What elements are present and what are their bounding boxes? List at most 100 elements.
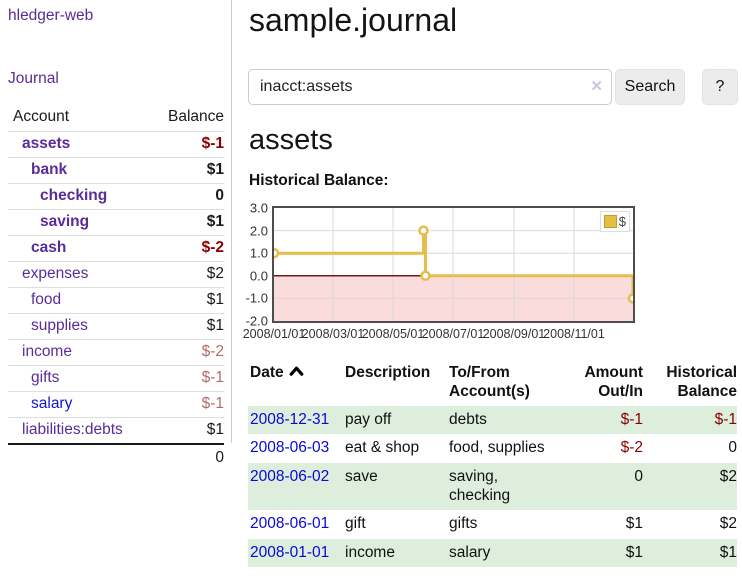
chart-title: Historical Balance: (249, 172, 389, 189)
transaction-amount: $-2 (620, 439, 643, 457)
account-balance: $2 (149, 261, 224, 288)
account-link-saving[interactable]: saving (40, 213, 90, 230)
account-row: salary $-1 (8, 391, 224, 418)
account-row: saving $1 (8, 209, 224, 236)
register-row: 2008-01-01 income salary $1 $1 (248, 538, 737, 567)
transaction-date-link[interactable]: 2008-06-02 (250, 467, 330, 485)
register-header-description: Description (345, 364, 431, 381)
search-box: ✕ (248, 69, 612, 105)
transaction-description: income (345, 543, 395, 561)
transaction-accounts: saving, checking (449, 467, 511, 504)
account-link-supplies[interactable]: supplies (31, 317, 88, 334)
transaction-description: gift (345, 515, 366, 533)
transaction-accounts: salary (449, 543, 491, 561)
account-link-food[interactable]: food (31, 291, 62, 308)
register-header-date[interactable]: Date (248, 361, 345, 406)
account-balance: $-1 (149, 131, 224, 158)
transaction-accounts: debts (449, 410, 487, 428)
chart-plot-area: $ (272, 206, 635, 323)
account-link-income[interactable]: income (22, 343, 72, 360)
x-axis-label: 2008/05/01 (361, 327, 425, 341)
account-link-cash[interactable]: cash (31, 239, 67, 256)
accounts-total-value: 0 (149, 443, 224, 471)
transaction-description: eat & shop (345, 439, 420, 457)
register-row: 2008-06-02 save saving, checking 0 $2 (248, 462, 737, 511)
account-row: gifts $-1 (8, 365, 224, 392)
y-axis-label: 1.0 (249, 245, 268, 261)
account-link-gifts[interactable]: gifts (31, 369, 60, 386)
register-header-amount: Amount Out/In (584, 364, 643, 401)
transaction-balance: $1 (719, 543, 737, 561)
register-table: Date Description To/From Account(s) Amou… (248, 361, 737, 567)
account-link-assets[interactable]: assets (22, 135, 71, 152)
register-row: 2008-06-03 eat & shop food, supplies $-2 0 (248, 434, 737, 462)
account-row: expenses $2 (8, 261, 224, 288)
account-link-salary[interactable]: salary (31, 395, 73, 412)
accounts-table: Account Balance assets $-1 bank $1 checking 0… (8, 104, 224, 471)
chart-canvas (274, 208, 633, 321)
account-balance: $-1 (149, 365, 224, 392)
search-bar: ✕ Search ? (248, 69, 742, 105)
transaction-balance: $2 (719, 515, 737, 533)
register-header-balance: Historical Balance (666, 364, 737, 401)
transaction-date-link[interactable]: 2008-06-01 (250, 515, 330, 533)
page-title: sample.journal (249, 2, 458, 38)
transaction-accounts: food, supplies (449, 439, 545, 457)
transaction-date-link[interactable]: 2008-06-03 (250, 439, 330, 457)
y-axis-label: 2.0 (249, 223, 268, 239)
x-axis-label: 2008/03/01 (301, 327, 365, 341)
y-axis-label: -2.0 (245, 313, 268, 329)
transaction-amount: $-1 (620, 410, 643, 428)
x-axis-label: 2008/11/01 (543, 327, 605, 341)
app-title-link[interactable]: hledger-web (8, 7, 94, 24)
sort-ascending-icon (289, 363, 304, 382)
account-balance: $1 (149, 313, 224, 340)
x-axis-label: 2008/09/01 (482, 327, 546, 341)
transaction-accounts: gifts (449, 515, 478, 533)
sidebar: hledger-web Journal Account Balance asse… (0, 0, 232, 471)
y-axis-label: -1.0 (245, 290, 268, 306)
account-heading: assets (249, 124, 333, 156)
transaction-description: pay off (345, 410, 392, 428)
search-input[interactable] (248, 69, 612, 105)
transaction-balance: $-1 (714, 410, 737, 428)
accounts-header-account: Account (8, 104, 150, 132)
transaction-date-link[interactable]: 2008-01-01 (250, 543, 330, 561)
account-link-bank[interactable]: bank (31, 161, 68, 178)
register-row: 2008-06-01 gift gifts $1 $2 (248, 510, 737, 538)
legend-swatch-icon (603, 215, 617, 228)
register-header-row: Date Description To/From Account(s) Amou… (248, 361, 737, 406)
account-balance: $1 (206, 421, 224, 438)
main-content: sample.journal ✕ Search ? assets Histori… (243, 0, 742, 582)
historical-balance-chart: $ 3.0 2.0 1.0 0.0 -1.0 -2.0 2008/01/01 2008/03/… (243, 201, 742, 346)
register-header-accounts: To/From Account(s) (449, 364, 530, 401)
journal-link[interactable]: Journal (8, 70, 59, 87)
account-link-liabilities-debts[interactable]: liabilities:debts (22, 421, 123, 438)
transaction-date-link[interactable]: 2008-12-31 (250, 410, 330, 428)
register-row: 2008-12-31 pay off debts $-1 $-1 (248, 405, 737, 435)
account-balance: $1 (149, 157, 224, 184)
x-axis-label: 2008/01/01 (242, 327, 306, 341)
clear-search-icon[interactable]: ✕ (590, 78, 603, 95)
account-link-checking[interactable]: checking (40, 187, 108, 204)
help-button[interactable]: ? (702, 69, 738, 105)
transaction-amount: 0 (634, 467, 643, 485)
account-row: assets $-1 (8, 131, 224, 158)
account-row: checking 0 (8, 183, 224, 210)
search-button[interactable]: Search (615, 69, 685, 105)
account-balance: $-1 (149, 391, 224, 418)
x-axis-label: 2008/07/01 (421, 327, 485, 341)
account-row: supplies $1 (8, 313, 224, 340)
account-balance: 0 (149, 183, 224, 210)
y-axis-label: 3.0 (249, 200, 268, 216)
account-balance: $-2 (149, 235, 224, 262)
transaction-description: save (345, 467, 378, 485)
accounts-total-row: 0 (8, 443, 224, 471)
account-row: bank $1 (8, 157, 224, 184)
legend-label: $ (618, 214, 626, 229)
account-row: liabilities:debts $1 (8, 418, 224, 445)
account-link-expenses[interactable]: expenses (22, 265, 89, 282)
chart-legend: $ (599, 211, 630, 232)
transaction-amount: $1 (625, 543, 643, 561)
